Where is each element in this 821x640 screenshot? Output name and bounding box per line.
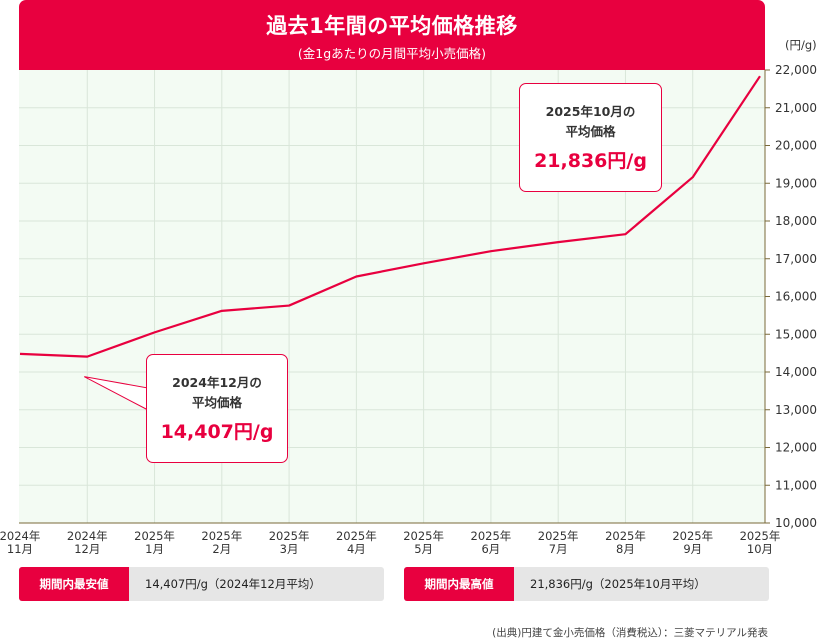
y-tick-label: 17,000 bbox=[775, 252, 817, 266]
x-tick-label: 2024年 11月 bbox=[0, 529, 40, 556]
y-tick-label: 15,000 bbox=[775, 327, 817, 341]
y-axis-unit-label: (円/g) bbox=[785, 38, 817, 52]
lowest-callout-caption-month: 2024年12月の bbox=[172, 375, 262, 390]
y-tick-label: 16,000 bbox=[775, 290, 817, 304]
highest-summary-tag: 期間内最高値 bbox=[404, 567, 514, 601]
lowest-summary-value: 14,407円/g（2024年12月平均） bbox=[145, 577, 321, 591]
y-tick-label: 14,000 bbox=[775, 365, 817, 379]
highest-callout-value: 21,836円/g bbox=[534, 150, 647, 172]
y-tick-label: 20,000 bbox=[775, 139, 817, 153]
y-tick-label: 12,000 bbox=[775, 441, 817, 455]
x-tick-label: 2025年 8月 bbox=[605, 529, 646, 556]
chart-title: 過去1年間の平均価格推移 bbox=[266, 14, 518, 38]
lowest-callout-caption-label: 平均価格 bbox=[191, 395, 242, 410]
lowest-price-callout: 2024年12月の 平均価格 14,407円/g bbox=[146, 354, 288, 463]
chart-header: 過去1年間の平均価格推移 (金1gあたりの月間平均小売価格) bbox=[19, 0, 765, 70]
highest-price-callout: 2025年10月の 平均価格 21,836円/g bbox=[519, 83, 662, 192]
price-line-chart: 10,000 11,000 12,000 13,000 14,000 15,000 16,0… bbox=[0, 63, 817, 556]
y-tick-label: 10,000 bbox=[775, 516, 817, 530]
x-tick-label: 2025年 1月 bbox=[134, 529, 175, 556]
highest-summary-value: 21,836円/g（2025年10月平均） bbox=[530, 577, 706, 591]
lowest-price-summary: 期間内最安値 14,407円/g（2024年12月平均） bbox=[19, 567, 384, 601]
highest-price-summary: 期間内最高値 21,836円/g（2025年10月平均） bbox=[404, 567, 769, 601]
x-tick-label: 2024年 12月 bbox=[67, 529, 108, 556]
chart-subtitle: (金1gあたりの月間平均小売価格) bbox=[297, 46, 487, 61]
y-tick-label: 22,000 bbox=[775, 63, 817, 77]
x-tick-label: 2025年 7月 bbox=[538, 529, 579, 556]
y-tick-label: 21,000 bbox=[775, 101, 817, 115]
x-tick-label: 2025年 6月 bbox=[471, 529, 512, 556]
lowest-summary-tag: 期間内最安値 bbox=[19, 567, 129, 601]
y-tick-label: 13,000 bbox=[775, 403, 817, 417]
x-tick-label: 2025年 10月 bbox=[740, 529, 781, 556]
source-note: (出典)円建て金小売価格（消費税込）：三菱マテリアル発表 bbox=[492, 627, 768, 639]
lowest-callout-value: 14,407円/g bbox=[160, 421, 274, 443]
highest-callout-caption-label: 平均価格 bbox=[565, 124, 616, 139]
price-series-line bbox=[19, 75, 761, 358]
highest-callout-caption-month: 2025年10月の bbox=[545, 104, 636, 119]
y-tick-label: 18,000 bbox=[775, 214, 817, 228]
y-tick-label: 19,000 bbox=[775, 176, 817, 190]
x-tick-label: 2025年 9月 bbox=[672, 529, 713, 556]
x-tick-label: 2025年 2月 bbox=[201, 529, 242, 556]
y-tick-label: 11,000 bbox=[775, 478, 817, 492]
x-tick-label: 2025年 3月 bbox=[269, 529, 310, 556]
x-tick-label: 2025年 5月 bbox=[403, 529, 444, 556]
x-tick-label: 2025年 4月 bbox=[336, 529, 377, 556]
